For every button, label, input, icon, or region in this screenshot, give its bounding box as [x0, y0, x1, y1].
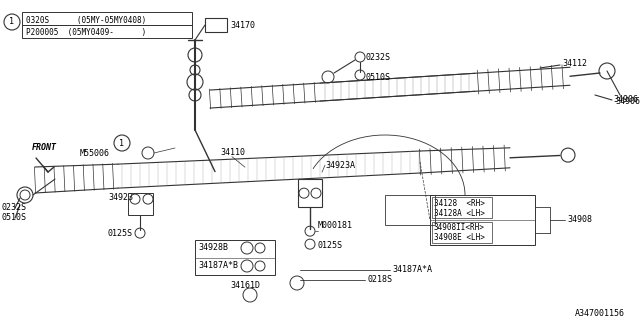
Text: M55006: M55006	[80, 148, 110, 157]
Bar	[195, 240, 275, 275]
Text: 34110: 34110	[220, 148, 245, 157]
Text: 0125S: 0125S	[318, 241, 343, 250]
Text: 0232S: 0232S	[365, 52, 390, 61]
Text: 34908E <LH>: 34908E <LH>	[434, 234, 485, 243]
Bar	[430, 195, 535, 245]
Text: 0510S: 0510S	[365, 74, 390, 83]
Bar	[298, 179, 322, 207]
Text: P200005  (05MY0409-      ): P200005 (05MY0409- )	[26, 28, 147, 37]
Text: 34112: 34112	[562, 60, 587, 68]
Text: M000181: M000181	[318, 221, 353, 230]
Text: FRONT: FRONT	[32, 143, 57, 153]
Text: 34923: 34923	[108, 193, 133, 202]
Text: 1: 1	[10, 18, 15, 27]
Text: 34908II<RH>: 34908II<RH>	[434, 223, 485, 233]
Text: 0218S: 0218S	[367, 276, 392, 284]
Bar	[205, 18, 227, 32]
Text: 34928B: 34928B	[198, 244, 228, 252]
Text: 34906: 34906	[613, 95, 638, 105]
Text: 0510S: 0510S	[2, 213, 27, 222]
Bar	[432, 197, 492, 218]
Text: 0125S: 0125S	[108, 228, 133, 237]
Bar	[385, 195, 435, 225]
Text: A347001156: A347001156	[575, 308, 625, 317]
Text: 34161D: 34161D	[230, 281, 260, 290]
Text: 34128  <RH>: 34128 <RH>	[434, 198, 485, 207]
Text: 34170: 34170	[230, 20, 255, 29]
Text: 34128A <LH>: 34128A <LH>	[434, 209, 485, 218]
Text: 0320S      (05MY-05MY0408): 0320S (05MY-05MY0408)	[26, 15, 147, 25]
Bar	[22, 12, 192, 25]
Text: 1: 1	[120, 139, 125, 148]
Text: 34906: 34906	[615, 98, 640, 107]
Bar	[432, 222, 492, 243]
Text: 34187A*B: 34187A*B	[198, 261, 238, 270]
Text: 34923A: 34923A	[325, 161, 355, 170]
Text: 34187A*A: 34187A*A	[392, 266, 432, 275]
Text: 0232S: 0232S	[2, 204, 27, 212]
Bar	[22, 25, 192, 38]
Bar	[128, 193, 153, 215]
Text: 34908: 34908	[567, 215, 592, 225]
